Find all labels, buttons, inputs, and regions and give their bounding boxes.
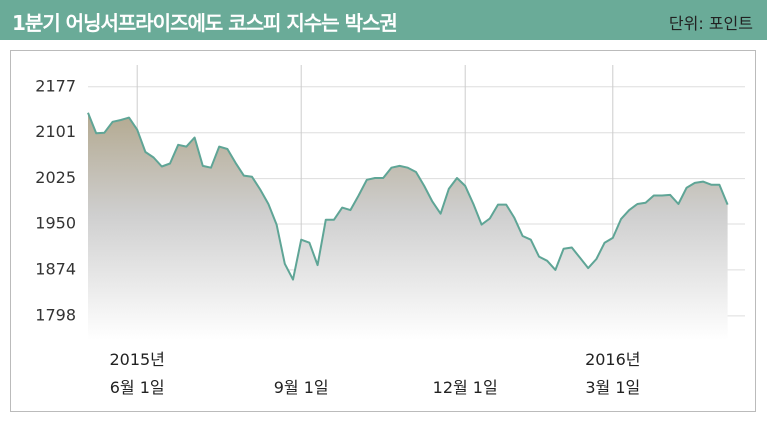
y-tick-label: 2177	[35, 76, 76, 95]
unit-label: 단위: 포인트	[668, 14, 753, 33]
x-tick-label: 2016년 3월 1일	[585, 350, 641, 397]
line	[87, 112, 729, 281]
title-bar: 1분기 어닝서프라이즈에도 코스피 지수는 박스권 단위: 포인트	[0, 0, 767, 40]
x-tick-label: 2015년 6월 1일	[109, 350, 165, 397]
x-tick-label: 12월 1일	[432, 378, 498, 397]
y-tick-label: 1874	[35, 259, 76, 278]
title: 1분기 어닝서프라이즈에도 코스피 지수는 박스권	[12, 11, 398, 35]
y-tick-label: 2025	[35, 168, 76, 187]
y-tick-label: 1950	[35, 213, 76, 232]
y-tick-label: 1798	[35, 305, 76, 324]
y-tick-label: 2101	[35, 122, 76, 141]
area	[88, 112, 728, 340]
plot-frame	[10, 50, 756, 412]
x-tick-label: 9월 1일	[273, 378, 329, 397]
